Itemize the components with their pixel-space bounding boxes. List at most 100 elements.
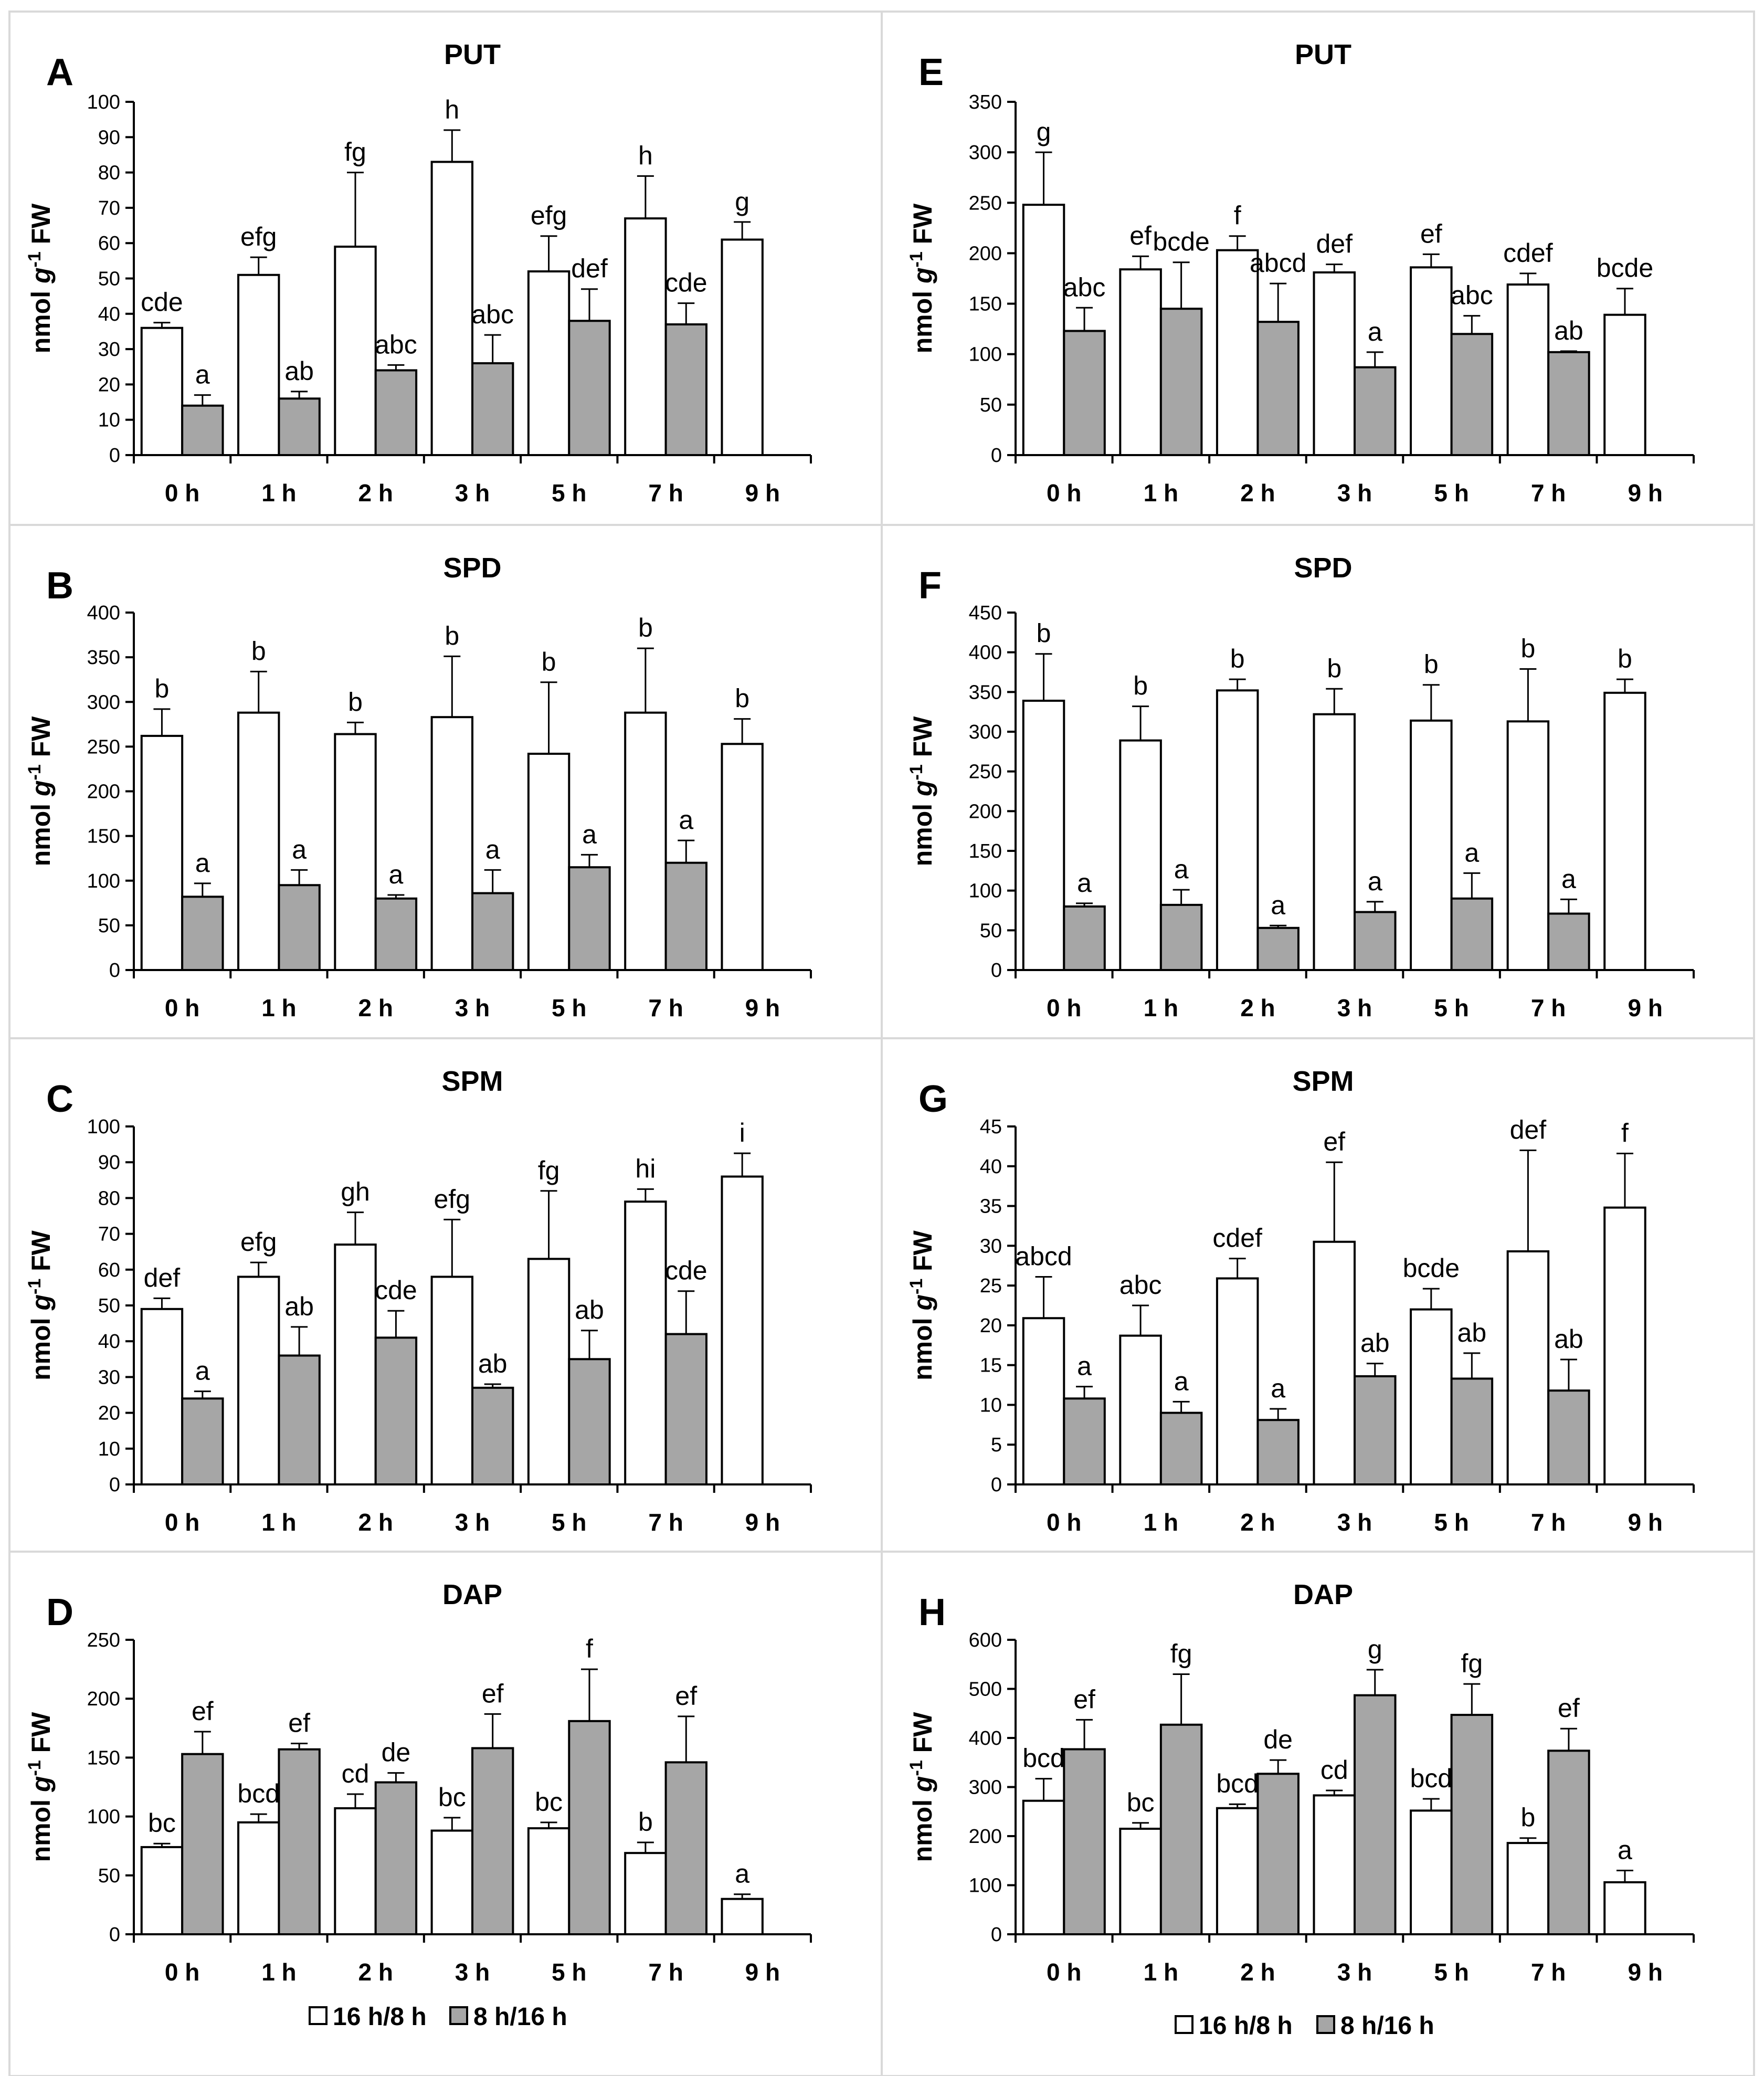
- bar-long-day: [1506, 283, 1550, 457]
- y-tick-label: 25: [980, 1275, 1002, 1297]
- bar-long-day: [527, 270, 571, 456]
- y-tick-label: 250: [969, 761, 1002, 783]
- significance-label: cdef: [1503, 238, 1553, 268]
- significance-label: fg: [538, 1156, 560, 1185]
- significance-label: abc: [1063, 272, 1106, 302]
- y-tick-label: 35: [980, 1196, 1002, 1218]
- significance-label: def: [1316, 229, 1353, 259]
- significance-label: a: [679, 805, 693, 835]
- bar-short-day: [1547, 351, 1590, 457]
- x-tick-label: 9 h: [745, 1958, 780, 1986]
- y-axis-label-unit: nmol: [26, 283, 56, 353]
- bar-long-day: [1119, 268, 1162, 456]
- y-axis-label-fw: FW: [26, 716, 56, 764]
- panel-letter: A: [46, 51, 73, 93]
- y-axis-label-fw: FW: [908, 1712, 937, 1760]
- significance-label: bcde: [1403, 1253, 1460, 1283]
- significance-label: ef: [288, 1708, 310, 1737]
- bar-short-day: [664, 1761, 707, 1935]
- significance-label: ab: [1554, 316, 1583, 345]
- x-tick-label: 9 h: [1628, 479, 1662, 507]
- significance-label: cde: [375, 1276, 417, 1305]
- significance-label: a: [582, 819, 597, 849]
- significance-label: a: [1174, 1366, 1189, 1396]
- y-axis-label-unit: nmol: [26, 1792, 56, 1862]
- bar-short-day: [568, 320, 611, 457]
- legend-swatch-16h8h: [309, 2006, 328, 2025]
- significance-label: ef: [1558, 1693, 1580, 1723]
- y-tick-label: 100: [87, 1806, 120, 1828]
- y-tick-label: 150: [87, 826, 120, 848]
- bar-short-day: [181, 895, 224, 972]
- y-tick-label: 350: [87, 647, 120, 669]
- x-tick-label: 5 h: [1434, 994, 1469, 1021]
- y-axis-label-unit: nmol: [908, 796, 937, 866]
- bar-long-day: [334, 1244, 377, 1486]
- bar-long-day: [721, 1898, 764, 1935]
- significance-label: a: [195, 1356, 210, 1386]
- y-tick-label: 350: [969, 91, 1002, 113]
- x-tick-label: 5 h: [552, 994, 586, 1021]
- x-tick-label: 3 h: [455, 479, 490, 507]
- y-axis-label-g: g: [908, 781, 937, 797]
- bar-long-day: [1506, 1842, 1550, 1936]
- x-tick-label: 1 h: [261, 994, 296, 1021]
- y-tick-label: 250: [87, 736, 120, 758]
- bar-long-day: [1506, 1250, 1550, 1485]
- significance-label: abc: [375, 330, 417, 359]
- significance-label: h: [638, 141, 653, 170]
- significance-label: b: [638, 613, 653, 642]
- y-axis-label-exp: -1: [906, 1279, 926, 1294]
- significance-label: fg: [344, 138, 366, 167]
- x-tick-label: 9 h: [745, 994, 780, 1021]
- significance-label: a: [1174, 855, 1189, 884]
- bar-long-day: [1410, 1308, 1453, 1486]
- bar-long-day: [140, 734, 184, 971]
- y-tick-label: 100: [87, 870, 120, 892]
- significance-label: h: [445, 95, 459, 124]
- y-tick-label: 50: [980, 394, 1002, 416]
- significance-label: b: [445, 621, 459, 650]
- y-axis-label-fw: FW: [26, 203, 56, 251]
- bar-short-day: [1256, 321, 1300, 456]
- significance-label: ef: [675, 1681, 697, 1711]
- y-tick-label: 450: [969, 602, 1002, 624]
- legend-label-8h16h: 8 h/16 h: [1340, 2012, 1434, 2040]
- y-tick-label: 100: [87, 91, 120, 113]
- y-axis-label: nmol g-1 FW: [25, 1712, 56, 1862]
- y-axis-label-g: g: [26, 1776, 56, 1793]
- bar-long-day: [1603, 313, 1646, 456]
- significance-label: a: [1271, 890, 1285, 920]
- bar-long-day: [430, 1276, 473, 1485]
- bar-short-day: [1159, 903, 1203, 971]
- significance-label: a: [195, 360, 210, 389]
- x-tick-label: 3 h: [1337, 1958, 1372, 1986]
- x-tick-label: 0 h: [165, 1958, 199, 1986]
- legend-label-16h8h: 16 h/8 h: [1199, 2012, 1293, 2040]
- bar-long-day: [237, 711, 280, 972]
- x-tick-label: 2 h: [1240, 994, 1275, 1021]
- x-tick-label: 7 h: [1531, 994, 1566, 1021]
- bar-short-day: [568, 1720, 611, 1935]
- significance-label: b: [1133, 671, 1148, 701]
- y-tick-label: 40: [98, 1331, 120, 1353]
- x-tick-label: 7 h: [648, 479, 683, 507]
- legend-right: 16 h/8 h 8 h/16 h: [1175, 2012, 1434, 2040]
- y-tick-label: 200: [87, 781, 120, 803]
- y-tick-label: 40: [980, 1156, 1002, 1178]
- bar-short-day: [1256, 1419, 1300, 1485]
- y-tick-label: 40: [98, 303, 120, 325]
- bar-short-day: [1354, 911, 1397, 971]
- y-tick-label: 70: [98, 1224, 120, 1246]
- significance-label: bcde: [1153, 227, 1209, 257]
- significance-label: b: [735, 684, 749, 713]
- x-tick-label: 1 h: [261, 1958, 296, 1986]
- x-tick-label: 9 h: [1628, 994, 1662, 1021]
- y-axis-label-exp: -1: [25, 1279, 45, 1294]
- bar-short-day: [278, 397, 321, 457]
- chart-panel-E: E PUT 0 50 100 150 200 250 300 350 0 h 1 h 2 h 3 h 5 h…: [881, 10, 1755, 526]
- significance-label: a: [1368, 317, 1382, 346]
- bar-short-day: [1256, 926, 1300, 971]
- significance-label: gh: [341, 1177, 370, 1207]
- panel-letter: H: [918, 1592, 946, 1634]
